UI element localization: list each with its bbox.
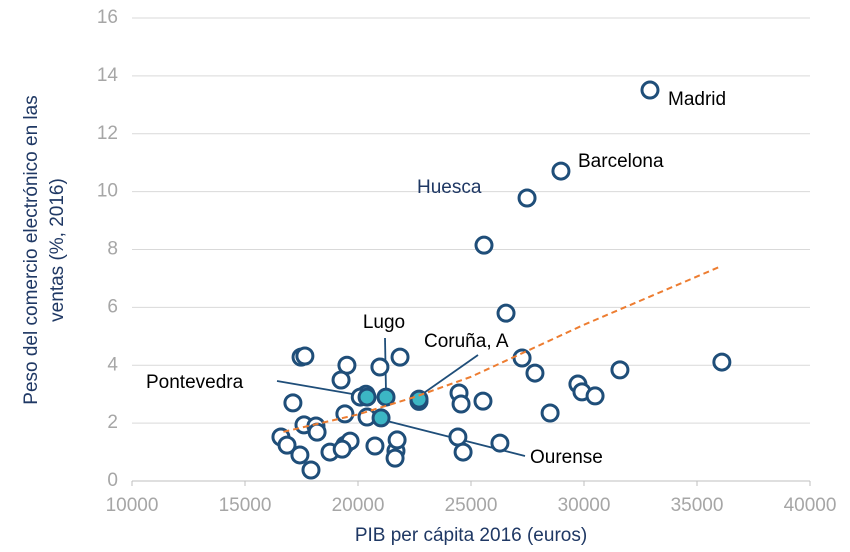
point bbox=[385, 448, 405, 468]
point bbox=[474, 235, 494, 255]
point bbox=[390, 347, 410, 367]
x-tick-label: 15000 bbox=[219, 495, 272, 516]
x-tick-label: 20000 bbox=[332, 495, 385, 516]
point bbox=[473, 391, 493, 411]
point bbox=[301, 460, 321, 480]
point bbox=[295, 346, 315, 366]
point bbox=[370, 357, 390, 377]
point bbox=[712, 352, 732, 372]
x-tick-label: 10000 bbox=[106, 495, 159, 516]
point bbox=[277, 435, 297, 455]
annotation: Lugo bbox=[363, 312, 405, 333]
point bbox=[365, 436, 385, 456]
point bbox=[335, 404, 355, 424]
y-tick-label: 6 bbox=[107, 296, 118, 317]
point bbox=[453, 442, 473, 462]
point bbox=[525, 363, 545, 383]
y-tick-label: 10 bbox=[97, 181, 118, 202]
x-axis-title: PIB per cápita 2016 (euros) bbox=[355, 525, 587, 546]
point bbox=[451, 394, 471, 414]
y-tick-label: 12 bbox=[97, 123, 118, 144]
point bbox=[517, 188, 537, 208]
point bbox=[371, 408, 391, 428]
annotation-line bbox=[276, 380, 365, 397]
y-axis-title: ventas (%, 2016) bbox=[47, 178, 68, 322]
annotation: Pontevedra bbox=[146, 372, 244, 393]
point bbox=[290, 445, 310, 465]
y-tick-label: 8 bbox=[107, 239, 118, 260]
y-tick-label: 0 bbox=[107, 470, 118, 491]
point bbox=[585, 386, 605, 406]
point bbox=[331, 370, 351, 390]
point bbox=[551, 161, 571, 181]
point bbox=[332, 439, 352, 459]
annotation-line bbox=[420, 354, 479, 396]
trendline bbox=[283, 265, 720, 433]
annotation: Madrid bbox=[668, 89, 726, 110]
x-tick-label: 30000 bbox=[558, 495, 611, 516]
y-axis-title: Peso del comercio electrónico en las bbox=[21, 95, 42, 404]
y-tick-label: 2 bbox=[107, 412, 118, 433]
x-tick-label: 25000 bbox=[445, 495, 498, 516]
annotation: Coruña, A bbox=[424, 331, 509, 352]
y-tick-label: 16 bbox=[97, 7, 118, 28]
y-tick-label: 14 bbox=[97, 65, 119, 86]
annotation: Huesca bbox=[417, 177, 482, 198]
x-tick-label: 40000 bbox=[784, 495, 837, 516]
point bbox=[357, 387, 377, 407]
annotation: Barcelona bbox=[578, 151, 664, 172]
x-tick-label: 35000 bbox=[671, 495, 724, 516]
point bbox=[283, 393, 303, 413]
point bbox=[376, 387, 396, 407]
point bbox=[496, 303, 516, 323]
point bbox=[307, 422, 327, 442]
point bbox=[610, 360, 630, 380]
annotation: Ourense bbox=[530, 447, 603, 468]
point bbox=[640, 80, 660, 100]
point bbox=[490, 433, 510, 453]
point bbox=[540, 403, 560, 423]
point bbox=[387, 430, 407, 450]
point bbox=[409, 389, 429, 409]
y-tick-label: 4 bbox=[107, 354, 118, 375]
